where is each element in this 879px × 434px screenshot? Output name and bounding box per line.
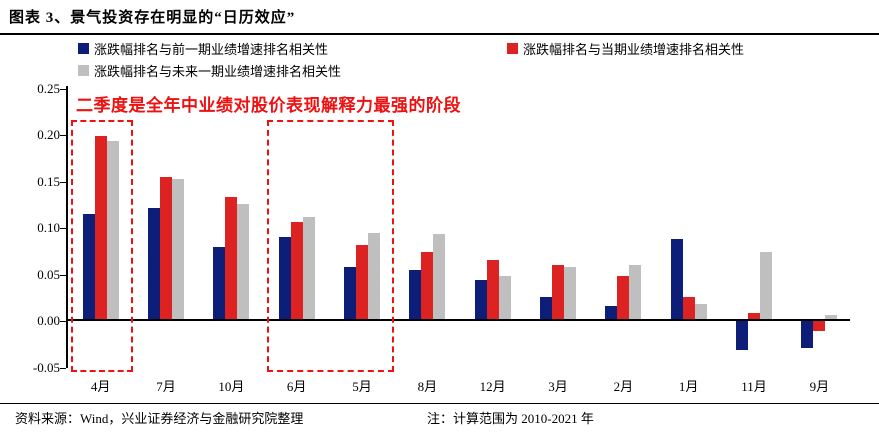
- legend-item-next-period: 涨跌幅排名与未来一期业绩增速排名相关性: [78, 63, 342, 79]
- bar-series1-1月: [670, 239, 683, 321]
- plot-area: [66, 88, 852, 367]
- footer-divider: [0, 403, 879, 404]
- bar-series2-1月: [682, 296, 695, 321]
- footer-note-text: 注：计算范围为 2010-2021 年: [427, 411, 594, 426]
- x-axis-tick-label: 3月: [548, 379, 568, 394]
- highlight-dashed-box: [70, 120, 133, 372]
- legend-swatch-red-icon: [507, 43, 518, 54]
- y-axis-tick-mark: [60, 274, 66, 276]
- bar-series1-9月: [801, 321, 814, 348]
- x-axis-tick-label: 11月: [741, 379, 767, 394]
- y-axis-tick-mark: [60, 228, 66, 229]
- bar-series1-10月: [213, 246, 226, 321]
- annotation-text: 二季度是全年中业绩对股价表现解释力最强的阶段: [76, 96, 461, 115]
- bar-series3-5月: [368, 232, 380, 321]
- bar-series3-12月: [498, 276, 511, 321]
- bar-series2-10月: [225, 197, 238, 321]
- bar-series2-5月: [356, 244, 368, 321]
- y-axis-tick-mark: [60, 367, 66, 369]
- y-axis-tick-mark: [60, 181, 66, 183]
- y-axis-tick-label: 0.25: [37, 80, 60, 96]
- bar-series3-2月: [629, 265, 642, 321]
- y-axis-tick-mark: [60, 321, 66, 322]
- bar-series3-11月: [760, 252, 772, 321]
- y-axis-tick-label: 0.10: [37, 220, 60, 235]
- bar-series1-2月: [605, 306, 618, 321]
- y-axis-tick-mark: [60, 135, 66, 136]
- bar-series3-9月: [825, 314, 838, 321]
- bar-series3-8月: [433, 233, 446, 321]
- bar-series3-7月: [172, 178, 184, 321]
- legend-swatch-gray-icon: [78, 65, 89, 76]
- bar-series2-2月: [617, 276, 630, 321]
- y-axis-tick-label: -0.05: [32, 359, 60, 375]
- legend-swatch-blue-icon: [78, 43, 89, 54]
- title-divider: [0, 33, 879, 35]
- x-axis-tick-label: 1月: [678, 379, 699, 394]
- legend-label-prev-period: 涨跌幅排名与前一期业绩增速排名相关性: [94, 42, 329, 57]
- bar-series2-7月: [160, 176, 172, 321]
- legend-item-current-period: 涨跌幅排名与当期业绩增速排名相关性: [507, 41, 745, 57]
- x-axis-tick-label: 12月: [479, 379, 506, 394]
- bar-series1-5月: [344, 267, 356, 321]
- bar-series1-3月: [540, 296, 552, 321]
- page-title: 图表 3、景气投资存在明显的“日历效应”: [9, 10, 296, 26]
- bar-series3-4月: [106, 140, 119, 321]
- bar-series3-1月: [694, 304, 707, 321]
- bar-series1-7月: [148, 208, 160, 321]
- legend-label-next-period: 涨跌幅排名与未来一期业绩增速排名相关性: [94, 64, 342, 79]
- bar-series1-11月: [736, 321, 748, 350]
- y-axis-tick-mark: [60, 88, 66, 90]
- y-axis-tick-label: 0.00: [37, 313, 60, 328]
- y-axis-line: [66, 86, 68, 368]
- bar-series2-4月: [94, 135, 107, 321]
- x-axis-tick-label: 10月: [218, 379, 245, 394]
- legend-label-current-period: 涨跌幅排名与当期业绩增速排名相关性: [523, 42, 745, 57]
- bar-series1-6月: [278, 237, 291, 321]
- bar-series3-10月: [237, 203, 250, 321]
- x-axis-tick-label: 2月: [613, 379, 634, 394]
- bar-series1-8月: [409, 269, 422, 321]
- chart-area: 二季度是全年中业绩对股价表现解释力最强的阶段 0.25 0.20 0.15 0.10 0…: [0, 81, 879, 400]
- x-axis-tick-label: 6月: [286, 379, 307, 394]
- bar-series2-6月: [290, 222, 303, 321]
- bar-series2-8月: [421, 252, 434, 321]
- bar-series2-3月: [552, 265, 564, 321]
- footer-source-text: 资料来源：Wind，兴业证券经济与金融研究院整理: [15, 411, 304, 426]
- bar-series2-11月: [748, 312, 760, 321]
- x-axis-tick-label: 7月: [156, 379, 176, 394]
- x-axis-tick-label: 9月: [809, 379, 830, 394]
- x-axis-tick-label: 8月: [417, 379, 438, 394]
- bar-series2-9月: [813, 321, 826, 332]
- x-axis-tick-label: 4月: [90, 379, 111, 394]
- y-axis-tick-label: 0.15: [37, 173, 60, 189]
- bar-series3-6月: [302, 216, 315, 321]
- bar-series3-3月: [564, 267, 576, 321]
- legend-item-prev-period: 涨跌幅排名与前一期业绩增速排名相关性: [78, 41, 329, 57]
- bar-series2-12月: [486, 259, 499, 321]
- y-axis-tick-label: 0.05: [37, 266, 60, 282]
- x-axis-tick-label: 5月: [352, 379, 372, 394]
- y-axis-tick-label: 0.20: [37, 127, 60, 142]
- x-axis-zero-line: [66, 319, 850, 321]
- highlight-dashed-box: [266, 120, 394, 372]
- bar-series1-12月: [474, 280, 487, 321]
- bar-series1-4月: [82, 214, 95, 321]
